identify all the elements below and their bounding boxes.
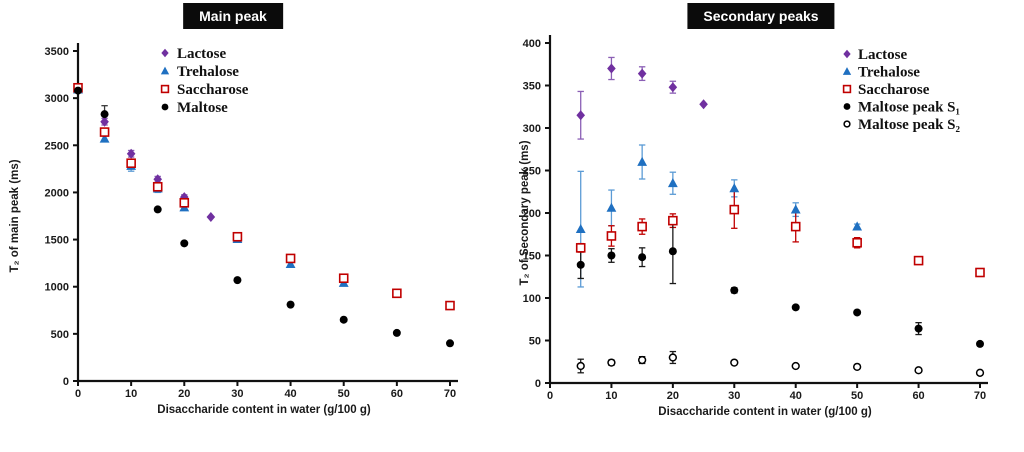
svg-text:20: 20 [667, 390, 679, 402]
errorbars-saccharose [577, 190, 922, 264]
svg-text:Disaccharide content in water: Disaccharide content in water (g/100 g) [157, 404, 371, 416]
series-maltose-peak-s- [576, 247, 984, 348]
svg-text:50: 50 [338, 388, 350, 400]
main-peak-figure: 0 500 1000 1500 2000 2500 3000 3500 0 10 20 30 40 50 6… [9, 3, 458, 416]
main-peak-title: Main peak [183, 3, 283, 29]
svg-text:400: 400 [523, 38, 541, 50]
secondary-peaks-chart: 0 50 100 150 200 250 300 350 400 0 10 20 30 40 50 60 70 D… [519, 35, 988, 418]
legend: Lactose Trehalose Saccharose Maltose [160, 46, 249, 116]
svg-text:20: 20 [178, 388, 190, 400]
secondary-peaks-figure: 0 50 100 150 200 250 300 350 400 0 10 20 30 40 50 60 70 D… [512, 0, 1024, 452]
tick-labels: 0 500 1000 1500 2000 2500 3000 3500 0 10 20 30 40 50 6… [45, 46, 457, 400]
svg-text:Maltose: Maltose [177, 100, 228, 116]
svg-text:60: 60 [912, 390, 924, 402]
svg-text:3000: 3000 [45, 93, 69, 105]
svg-text:10: 10 [605, 390, 617, 402]
svg-text:500: 500 [51, 329, 69, 341]
svg-text:350: 350 [523, 81, 541, 93]
svg-text:60: 60 [391, 388, 403, 400]
svg-text:0: 0 [547, 390, 553, 402]
svg-text:1000: 1000 [45, 282, 69, 294]
svg-text:2500: 2500 [45, 140, 69, 152]
svg-text:30: 30 [231, 388, 243, 400]
errorbars-lactose [577, 56, 677, 140]
svg-text:40: 40 [284, 388, 296, 400]
svg-text:Maltose peak S₁: Maltose peak S₁ [858, 100, 960, 116]
svg-text:Maltose peak S₂: Maltose peak S₂ [858, 117, 961, 133]
errorbars-maltose-peak-s- [577, 218, 984, 347]
series-maltose [74, 86, 454, 348]
axes [76, 43, 458, 383]
series-lactose [576, 63, 708, 121]
svg-text:300: 300 [523, 123, 541, 135]
series-saccharose [575, 204, 985, 278]
svg-text:1500: 1500 [45, 235, 69, 247]
svg-text:0: 0 [535, 378, 541, 390]
svg-text:2000: 2000 [45, 187, 69, 199]
series-trehalose [575, 156, 863, 234]
axis-titles: Disaccharide content in water (g/100 g) T… [9, 159, 371, 416]
svg-text:250: 250 [523, 166, 541, 178]
svg-text:Saccharose: Saccharose [858, 82, 930, 98]
svg-text:40: 40 [790, 390, 802, 402]
svg-text:30: 30 [728, 390, 740, 402]
svg-text:50: 50 [529, 336, 541, 348]
svg-text:T₂ of Secondary peak (ms): T₂ of Secondary peak (ms) [519, 140, 531, 285]
svg-text:200: 200 [523, 208, 541, 220]
errorbars-maltose-peak-s- [577, 350, 677, 374]
svg-text:Lactose: Lactose [858, 47, 907, 63]
tick-labels: 0 50 100 150 200 250 300 350 400 0 10 20 30 40 50 60 70 [523, 38, 986, 402]
axis-titles: Disaccharide content in water (g/100 g) T… [519, 140, 872, 418]
series-maltose-peak-s- [576, 353, 985, 377]
svg-text:10: 10 [125, 388, 137, 400]
main-peak-chart: 0 500 1000 1500 2000 2500 3000 3500 0 10 20 30 40 50 6… [9, 43, 458, 416]
svg-text:T₂ of main peak (ms): T₂ of main peak (ms) [9, 159, 21, 272]
svg-text:0: 0 [63, 376, 69, 388]
svg-text:Lactose: Lactose [177, 46, 226, 62]
svg-text:Trehalose: Trehalose [858, 65, 920, 81]
svg-text:50: 50 [851, 390, 863, 402]
errorbars-lactose [101, 117, 188, 201]
secondary-peaks-title: Secondary peaks [687, 3, 835, 29]
errorbars-trehalose [577, 144, 861, 288]
svg-text:0: 0 [75, 388, 81, 400]
series-saccharose [73, 82, 455, 311]
svg-text:Saccharose: Saccharose [177, 82, 249, 98]
errorbars-trehalose [101, 135, 347, 286]
svg-text:Trehalose: Trehalose [177, 64, 239, 80]
svg-text:3500: 3500 [45, 46, 69, 58]
svg-text:70: 70 [444, 388, 456, 400]
axes [548, 35, 988, 385]
errorbars-saccharose [74, 83, 188, 206]
svg-text:70: 70 [974, 390, 986, 402]
svg-text:150: 150 [523, 251, 541, 263]
svg-text:Disaccharide content in water: Disaccharide content in water (g/100 g) [658, 406, 872, 418]
svg-text:100: 100 [523, 293, 541, 305]
